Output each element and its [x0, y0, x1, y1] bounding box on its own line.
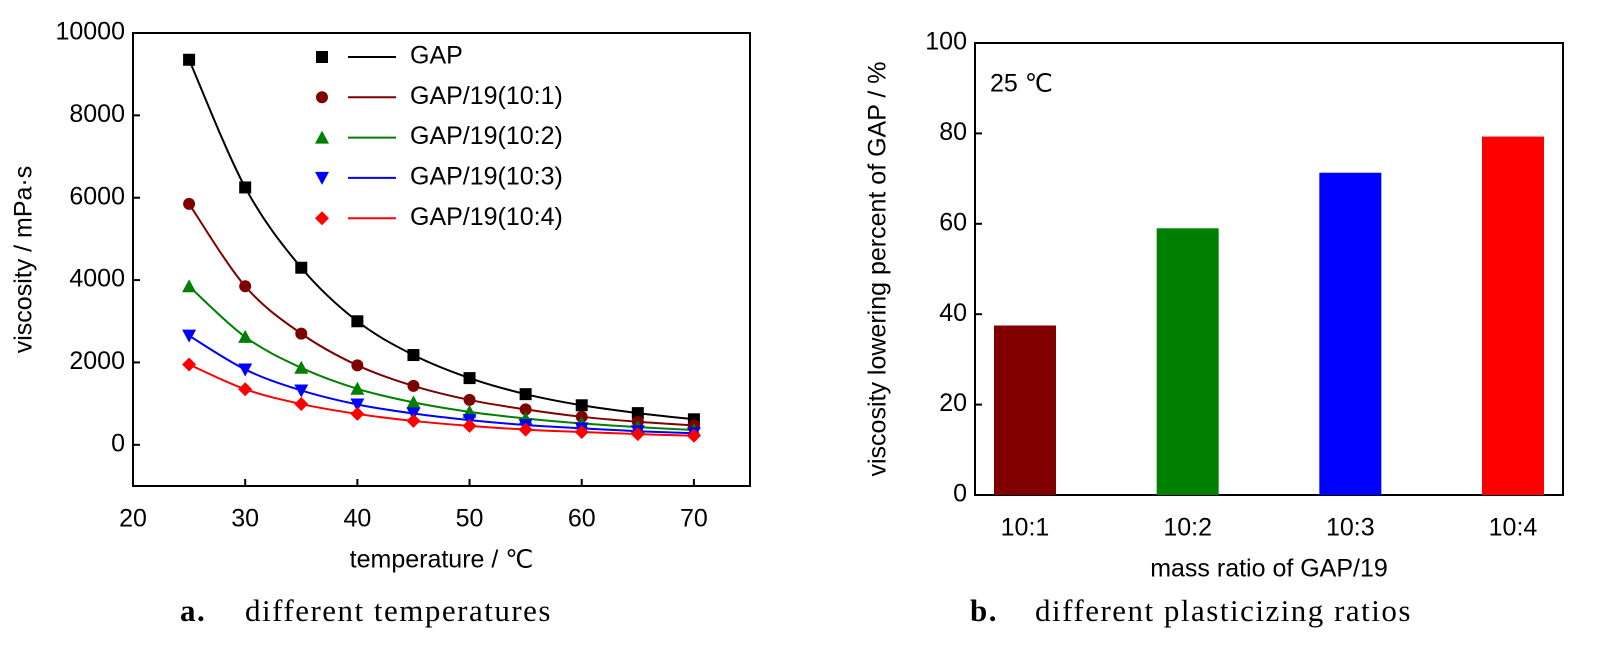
y-tick-label: 100 — [925, 28, 967, 56]
marker — [575, 399, 588, 412]
marker — [239, 181, 252, 194]
bar — [1482, 136, 1544, 495]
marker — [182, 329, 197, 343]
marker — [406, 413, 421, 428]
caption-label: a. — [180, 593, 206, 628]
marker — [631, 407, 644, 420]
caption: different plasticizing ratios — [1035, 593, 1412, 628]
marker — [294, 360, 309, 374]
marker — [686, 428, 701, 443]
x-tick-label: 10:4 — [1489, 514, 1538, 542]
marker — [295, 327, 308, 340]
legend-label: GAP/19(10:1) — [410, 82, 563, 110]
marker — [183, 197, 196, 210]
plot-frame — [132, 32, 751, 487]
marker — [183, 53, 196, 66]
legend-marker — [315, 211, 329, 226]
marker — [238, 382, 253, 397]
x-axis-label: temperature / ℃ — [350, 546, 534, 574]
marker — [463, 372, 476, 385]
legend-marker — [316, 51, 328, 63]
fit-line — [188, 334, 694, 435]
marker — [351, 315, 364, 328]
legend-marker — [316, 91, 328, 104]
x-axis-label: mass ratio of GAP/19 — [1150, 555, 1388, 583]
legend-label: GAP/19(10:4) — [410, 203, 563, 231]
marker — [406, 395, 421, 409]
marker — [519, 388, 532, 401]
fit-line — [188, 203, 694, 427]
marker — [518, 422, 533, 437]
fit-line — [188, 285, 694, 431]
marker — [574, 425, 589, 440]
x-tick-label: 10:2 — [1163, 514, 1212, 542]
x-tick-label: 10:3 — [1326, 514, 1375, 542]
bar — [1319, 172, 1382, 495]
x-tick-label: 20 — [119, 505, 147, 533]
legend-marker — [315, 171, 329, 185]
marker — [463, 393, 476, 406]
marker — [462, 418, 477, 433]
marker — [407, 349, 420, 362]
y-tick-label: 80 — [939, 118, 967, 146]
y-tick-label: 10000 — [55, 18, 125, 46]
bar — [1156, 228, 1219, 495]
x-tick-label: 60 — [568, 505, 596, 533]
bar — [994, 325, 1056, 495]
y-axis-label: viscosity / mPa·s — [10, 166, 38, 354]
marker — [630, 427, 645, 442]
y-tick-label: 60 — [939, 208, 967, 236]
y-tick-label: 8000 — [69, 100, 125, 128]
marker — [351, 359, 364, 372]
y-tick-label: 2000 — [69, 347, 125, 375]
x-tick-label: 30 — [231, 505, 259, 533]
marker — [182, 279, 197, 293]
marker — [350, 381, 365, 395]
y-tick-label: 4000 — [69, 265, 125, 293]
legend-label: GAP — [410, 42, 463, 70]
fit-line — [188, 363, 694, 437]
marker — [182, 357, 197, 372]
marker — [407, 379, 420, 392]
y-tick-label: 6000 — [69, 182, 125, 210]
legend-marker — [315, 130, 329, 144]
marker — [238, 329, 253, 343]
marker — [238, 363, 253, 377]
marker — [295, 261, 308, 274]
y-axis-label: viscosity lowering percent of GAP / % — [864, 62, 892, 477]
marker — [294, 397, 309, 412]
marker — [519, 403, 532, 416]
x-tick-label: 70 — [680, 505, 708, 533]
marker — [350, 398, 365, 412]
fit-line — [188, 59, 695, 421]
caption-label: b. — [970, 593, 998, 628]
marker — [294, 384, 309, 398]
legend-label: GAP/19(10:3) — [410, 163, 563, 191]
x-tick-label: 10:1 — [1001, 514, 1050, 542]
x-tick-label: 40 — [343, 505, 371, 533]
plot-frame — [974, 42, 1564, 496]
y-tick-label: 0 — [111, 429, 125, 457]
annotation: 25 ℃ — [990, 70, 1053, 98]
legend-label: GAP/19(10:2) — [410, 122, 563, 150]
y-tick-label: 40 — [939, 299, 967, 327]
y-tick-label: 20 — [939, 389, 967, 417]
y-tick-label: 0 — [953, 480, 967, 508]
marker — [350, 406, 365, 421]
marker — [239, 280, 252, 293]
caption: different temperatures — [245, 593, 552, 628]
x-tick-label: 50 — [456, 505, 484, 533]
